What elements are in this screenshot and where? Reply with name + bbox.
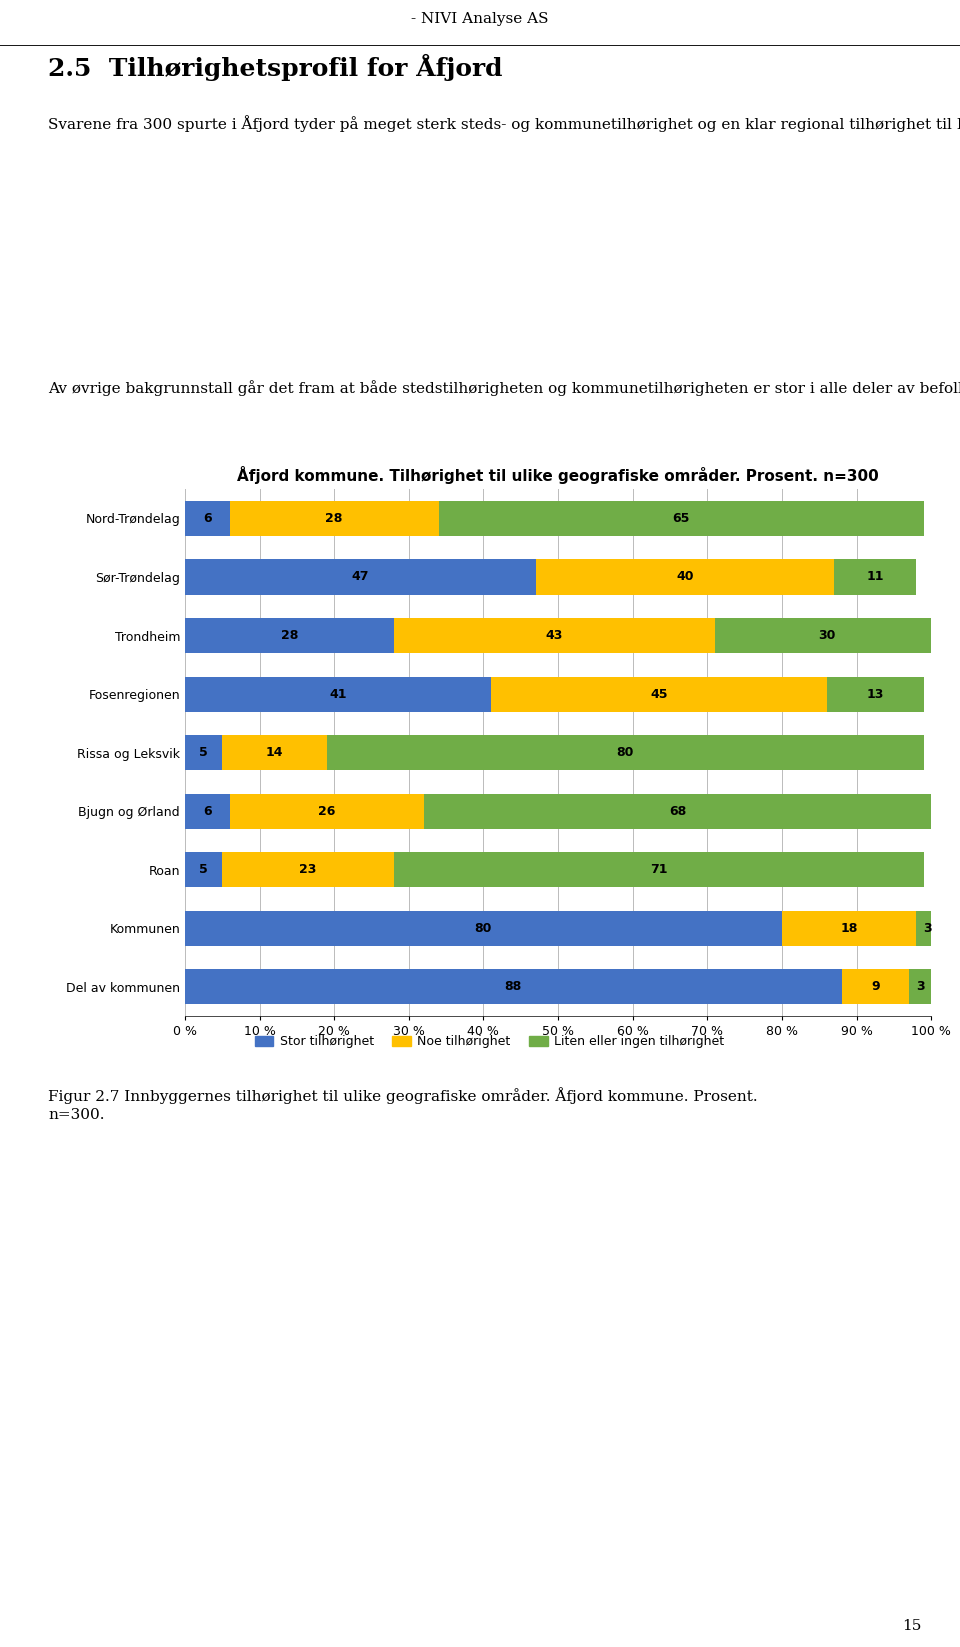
Bar — [185, 911, 782, 945]
Bar — [222, 735, 326, 771]
Bar — [439, 501, 924, 535]
Text: 30: 30 — [818, 629, 835, 642]
Text: 3: 3 — [916, 980, 924, 993]
Bar — [827, 677, 924, 712]
Bar — [536, 560, 834, 595]
Text: 65: 65 — [673, 512, 690, 525]
Text: 6: 6 — [203, 512, 211, 525]
Text: 14: 14 — [266, 746, 283, 759]
Bar — [185, 970, 842, 1005]
Bar — [326, 735, 924, 771]
Title: Åfjord kommune. Tilhørighet til ulike geografiske områder. Prosent. n=300: Åfjord kommune. Tilhørighet til ulike ge… — [237, 466, 879, 484]
Bar — [916, 911, 939, 945]
Bar — [185, 677, 491, 712]
Text: 9: 9 — [871, 980, 879, 993]
Text: 45: 45 — [650, 687, 667, 700]
Bar — [222, 851, 394, 888]
Text: 23: 23 — [300, 863, 317, 876]
Text: 18: 18 — [840, 922, 858, 935]
Legend: Stor tilhørighet, Noe tilhørighet, Liten eller ingen tilhørighet: Stor tilhørighet, Noe tilhørighet, Liten… — [250, 1031, 730, 1052]
Bar — [185, 735, 222, 771]
Text: 28: 28 — [325, 512, 343, 525]
Text: 80: 80 — [475, 922, 492, 935]
Bar — [423, 794, 931, 828]
Bar — [491, 677, 827, 712]
Bar — [229, 501, 439, 535]
Text: 80: 80 — [616, 746, 634, 759]
Text: 47: 47 — [351, 570, 369, 583]
Text: 28: 28 — [280, 629, 298, 642]
Bar — [715, 618, 939, 654]
Bar — [185, 851, 222, 888]
Bar — [909, 970, 931, 1005]
Text: - NIVI Analyse AS: - NIVI Analyse AS — [411, 12, 549, 26]
Bar — [185, 501, 229, 535]
Bar — [185, 794, 229, 828]
Text: 2.5  Tilhørighetsprofil for Åfjord: 2.5 Tilhørighetsprofil for Åfjord — [48, 54, 502, 81]
Text: Av øvrige bakgrunnstall går det fram at både stedstilhørigheten og kommunetilhør: Av øvrige bakgrunnstall går det fram at … — [48, 379, 960, 395]
Text: 5: 5 — [199, 863, 208, 876]
Text: Figur 2.7 Innbyggernes tilhørighet til ulike geografiske områder. Åfjord kommune: Figur 2.7 Innbyggernes tilhørighet til u… — [48, 1087, 757, 1122]
Text: 15: 15 — [902, 1619, 922, 1634]
Text: 11: 11 — [867, 570, 884, 583]
Bar — [394, 851, 924, 888]
Bar — [842, 970, 909, 1005]
Text: 71: 71 — [650, 863, 667, 876]
Text: 6: 6 — [203, 805, 211, 819]
Text: 13: 13 — [867, 687, 884, 700]
Text: 41: 41 — [329, 687, 347, 700]
Bar — [185, 560, 536, 595]
Text: 43: 43 — [545, 629, 563, 642]
Bar — [185, 618, 394, 654]
Text: Svarene fra 300 spurte i Åfjord tyder på meget sterk steds- og kommunetilhørighe: Svarene fra 300 spurte i Åfjord tyder på… — [48, 115, 960, 132]
Bar — [834, 560, 916, 595]
Bar — [229, 794, 423, 828]
Text: 68: 68 — [669, 805, 686, 819]
Text: 26: 26 — [318, 805, 335, 819]
Text: 40: 40 — [676, 570, 694, 583]
Text: 5: 5 — [199, 746, 208, 759]
Bar — [782, 911, 916, 945]
Bar — [394, 618, 715, 654]
Text: 88: 88 — [505, 980, 522, 993]
Text: 3: 3 — [924, 922, 932, 935]
